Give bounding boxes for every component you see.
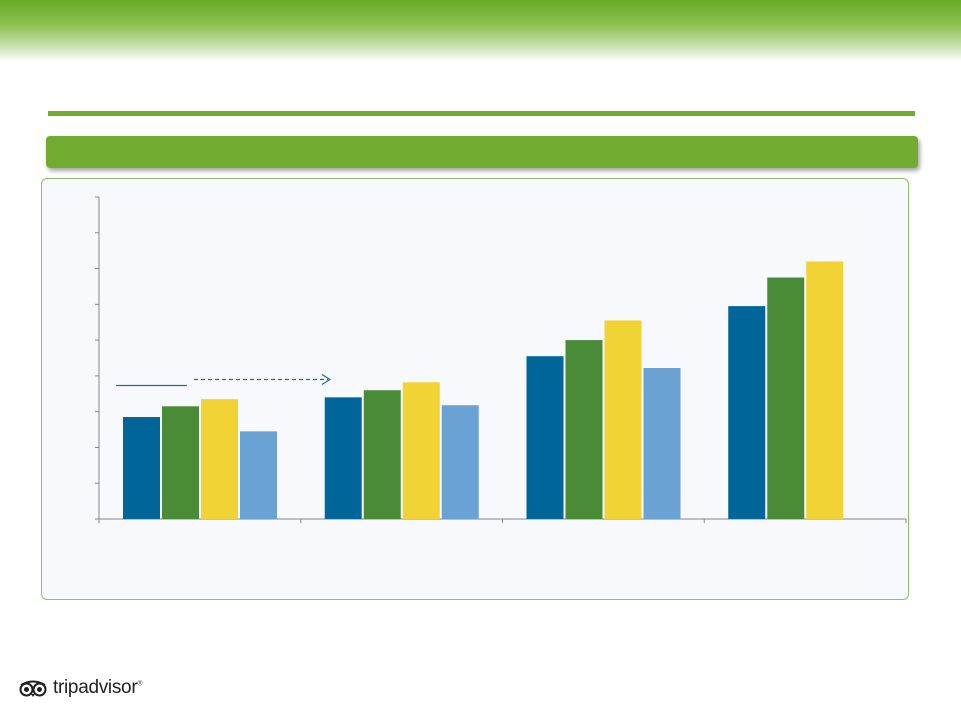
chart-panel xyxy=(41,178,909,600)
logo-wordmark: tripadvisor® xyxy=(53,677,143,698)
bar-s3-c3 xyxy=(604,320,642,519)
bar-s2-c4 xyxy=(767,277,805,519)
bar-s2-c3 xyxy=(565,340,603,519)
annotation-arrowhead xyxy=(321,373,332,385)
owl-eyes-icon xyxy=(19,680,47,697)
bar-s1-c2 xyxy=(324,397,362,519)
bar-s2-c2 xyxy=(363,390,401,519)
bar-s4-c3 xyxy=(643,368,681,519)
bar-s1-c1 xyxy=(123,417,160,519)
tripadvisor-logo: tripadvisor® xyxy=(18,676,142,700)
bar-s1-c4 xyxy=(728,306,766,519)
bar-s3-c1 xyxy=(201,399,238,519)
bar-s4-c2 xyxy=(441,405,479,519)
bar-chart xyxy=(95,196,907,523)
top-banner xyxy=(0,0,961,62)
bar-s1-c3 xyxy=(526,356,564,519)
header-bar xyxy=(46,136,918,168)
bar-s3-c4 xyxy=(806,261,844,519)
title-rule xyxy=(48,111,915,116)
bar-s4-c1 xyxy=(240,431,277,519)
bar-s2-c1 xyxy=(162,406,199,519)
bar-s3-c2 xyxy=(402,382,440,519)
